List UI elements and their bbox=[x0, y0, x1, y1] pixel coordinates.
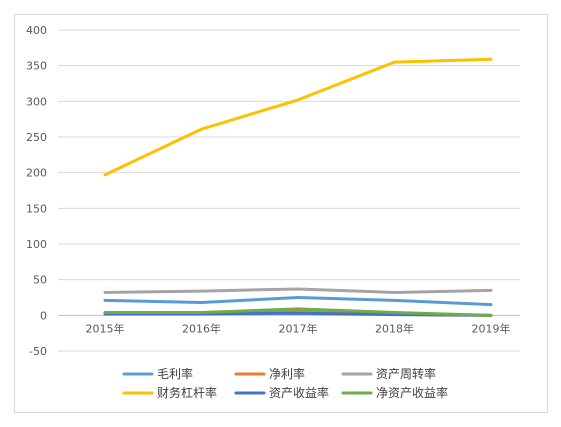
y-axis-tick-labels: -50 0 50 100 150 200 250 300 350 400 bbox=[26, 24, 47, 358]
legend-label: 财务杠杆率 bbox=[157, 385, 217, 400]
y-tick-label: 200 bbox=[26, 167, 47, 180]
legend-label: 资产收益率 bbox=[269, 385, 329, 400]
x-tick-label: 2018年 bbox=[375, 321, 414, 335]
x-tick-label: 2016年 bbox=[182, 321, 221, 335]
series-line-2 bbox=[103, 287, 493, 295]
series-lines bbox=[103, 57, 493, 317]
y-tick-label: 250 bbox=[26, 131, 47, 144]
y-tick-label: 100 bbox=[26, 238, 47, 251]
y-tick-label: 0 bbox=[40, 309, 47, 322]
y-tick-label: 150 bbox=[26, 202, 47, 215]
y-tick-label: 300 bbox=[26, 95, 47, 108]
legend-label: 净资产收益率 bbox=[376, 385, 448, 400]
x-tick-label: 2015年 bbox=[86, 321, 125, 335]
legend-label: 资产周转率 bbox=[376, 366, 436, 381]
y-tick-label: 350 bbox=[26, 60, 47, 73]
series-line-3 bbox=[103, 57, 493, 177]
x-axis-tick-labels: 2015年 2016年 2017年 2018年 2019年 bbox=[86, 321, 511, 335]
y-tick-label: 400 bbox=[26, 24, 47, 37]
x-tick-label: 2017年 bbox=[279, 321, 318, 335]
series-line-5 bbox=[103, 307, 493, 317]
series-line-0 bbox=[103, 296, 493, 307]
y-tick-label: -50 bbox=[29, 345, 47, 358]
chart-frame bbox=[14, 14, 548, 413]
legend-label: 毛利率 bbox=[157, 366, 193, 381]
gridlines bbox=[58, 29, 520, 352]
y-tick-label: 50 bbox=[33, 274, 47, 287]
x-tick-label: 2019年 bbox=[472, 321, 511, 335]
legend-label: 净利率 bbox=[269, 366, 305, 381]
